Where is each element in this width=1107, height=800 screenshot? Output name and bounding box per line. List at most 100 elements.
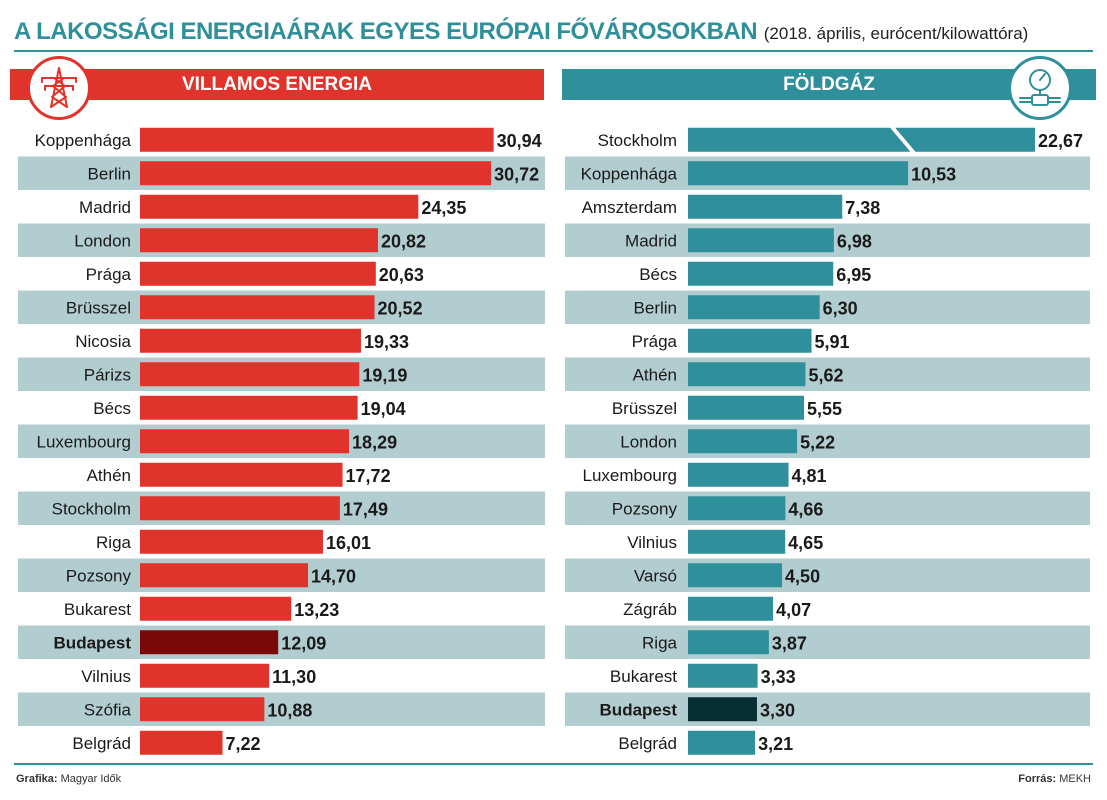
gas-value-label: 4,07 (776, 600, 811, 620)
electricity-category-label: Nicosia (75, 332, 131, 351)
electricity-category-label: Brüsszel (66, 298, 131, 317)
electricity-bar (140, 630, 279, 655)
gas-category-label: Berlin (634, 298, 677, 317)
gas-bar (688, 429, 798, 454)
gas-category-label: Bécs (639, 265, 677, 284)
gas-value-label: 4,81 (792, 466, 827, 486)
gas-value-label: 5,62 (808, 365, 843, 385)
electricity-bar (140, 529, 323, 554)
electricity-category-label: London (74, 231, 131, 250)
gas-bar (688, 127, 1035, 152)
electricity-category-label: Prága (86, 265, 132, 284)
gas-category-label: Koppenhága (581, 164, 678, 183)
electricity-row-stripe (18, 625, 545, 659)
gas-row-stripe (565, 692, 1090, 726)
electricity-category-label: Athén (87, 466, 131, 485)
electricity-value-label: 11,30 (272, 667, 316, 687)
electricity-bar (140, 496, 340, 521)
gas-value-label: 3,21 (758, 734, 793, 754)
electricity-value-label: 18,29 (352, 432, 397, 452)
electricity-category-label: Berlin (88, 164, 131, 183)
gas-value-label: 3,87 (772, 633, 807, 653)
electricity-category-label: Belgrád (72, 734, 131, 753)
gas-badge (1008, 56, 1072, 120)
electricity-bar (140, 596, 292, 621)
credit-source-label: Forrás: (1018, 773, 1057, 785)
gas-value-label: 22,67 (1038, 131, 1083, 151)
electricity-value-label: 30,94 (497, 131, 542, 151)
gas-value-label: 6,95 (836, 265, 871, 285)
credit-source-value: MEKH (1059, 773, 1091, 785)
gas-bar (688, 295, 820, 320)
electricity-value-label: 20,63 (379, 265, 424, 285)
electricity-value-label: 12,09 (281, 633, 326, 653)
gas-bar (688, 362, 806, 387)
gas-bar (688, 630, 769, 655)
gas-category-label: Stockholm (598, 131, 677, 150)
electricity-bar (140, 127, 494, 152)
gas-value-label: 6,98 (837, 231, 872, 251)
electricity-value-label: 19,19 (362, 365, 407, 385)
electricity-category-label: Pozsony (66, 566, 132, 585)
electricity-value-label: 16,01 (326, 533, 371, 553)
gas-bar (688, 462, 789, 487)
electricity-value-label: 24,35 (421, 198, 466, 218)
electricity-value-label: 14,70 (311, 566, 356, 586)
gas-bar (688, 395, 804, 420)
electricity-panel-header: VILLAMOS ENERGIA (10, 69, 544, 100)
electricity-row-stripe (18, 692, 545, 726)
gas-category-label: Varsó (634, 566, 677, 585)
gas-bar (688, 563, 783, 588)
electricity-category-label: Bécs (93, 399, 131, 418)
electricity-bar (140, 395, 358, 420)
gas-category-label: Pozsony (612, 499, 678, 518)
gas-value-label: 3,30 (760, 700, 795, 720)
gas-row-stripe (565, 558, 1090, 592)
electricity-panel-title: VILLAMOS ENERGIA (181, 74, 372, 95)
gas-value-label: 7,38 (845, 198, 880, 218)
gas-value-label: 4,65 (788, 533, 823, 553)
gas-category-label: Budapest (600, 700, 678, 719)
credit-graphics: Grafika: Magyar Idők (16, 773, 121, 785)
electricity-badge (27, 56, 91, 120)
gas-category-label: Madrid (625, 231, 677, 250)
electricity-category-label: Bukarest (64, 600, 131, 619)
electricity-category-label: Riga (96, 533, 132, 552)
electricity-category-label: Koppenhága (35, 131, 132, 150)
gas-bar (688, 161, 909, 186)
gas-category-label: Riga (642, 633, 678, 652)
footer-divider (14, 763, 1093, 765)
credit-graphics-label: Grafika: (16, 773, 58, 785)
electricity-value-label: 30,72 (494, 164, 539, 184)
gas-category-label: Belgrád (618, 734, 677, 753)
gas-row-stripe (565, 625, 1090, 659)
gas-bar (688, 596, 774, 621)
electricity-value-label: 17,72 (346, 466, 391, 486)
electricity-value-label: 17,49 (343, 499, 388, 519)
chart-title-main: A LAKOSSÁGI ENERGIAÁRAK EGYES EURÓPAI FŐ… (14, 18, 758, 45)
gas-category-label: Brüsszel (612, 399, 677, 418)
gas-category-label: Bukarest (610, 667, 677, 686)
electricity-value-label: 20,52 (378, 298, 423, 318)
electricity-bar (140, 362, 360, 387)
electricity-bar (140, 429, 350, 454)
electricity-bar (140, 328, 361, 353)
credit-graphics-value: Magyar Idők (60, 773, 122, 785)
electricity-bar (140, 663, 270, 688)
electricity-value-label: 7,22 (226, 734, 261, 754)
gas-bar (688, 194, 843, 219)
gas-row-stripe (565, 357, 1090, 391)
gas-category-label: Athén (633, 365, 677, 384)
gas-value-label: 4,66 (788, 499, 823, 519)
gas-category-label: Zágráb (623, 600, 677, 619)
gas-bar (688, 697, 757, 722)
electricity-bar (140, 563, 309, 588)
gas-panel-title: FÖLDGÁZ (783, 74, 875, 95)
gas-row-stripe (565, 290, 1090, 324)
electricity-category-label: Párizs (84, 365, 131, 384)
gas-value-label: 10,53 (911, 164, 956, 184)
gas-panel-header: FÖLDGÁZ (562, 69, 1096, 100)
gas-bar (688, 261, 834, 286)
electricity-value-label: 19,04 (361, 399, 406, 419)
